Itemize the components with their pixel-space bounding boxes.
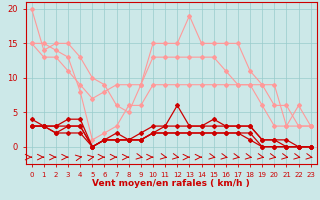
X-axis label: Vent moyen/en rafales ( km/h ): Vent moyen/en rafales ( km/h ) [92, 179, 250, 188]
